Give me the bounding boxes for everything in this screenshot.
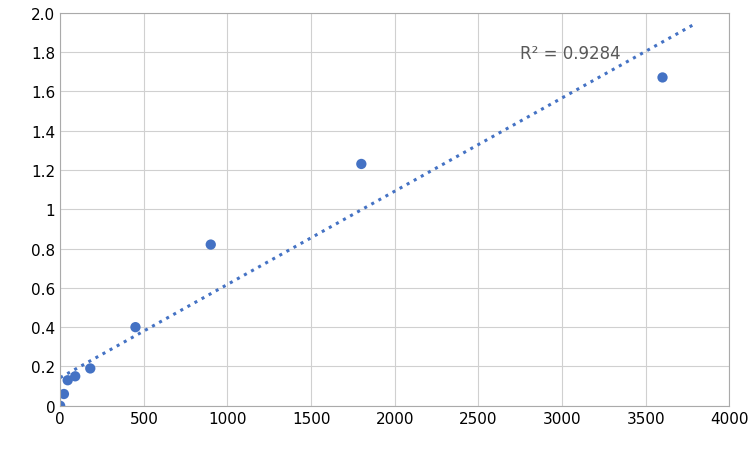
Point bbox=[62, 377, 74, 384]
Point bbox=[355, 161, 367, 168]
Point bbox=[54, 402, 66, 410]
Point bbox=[58, 391, 70, 398]
Point bbox=[84, 365, 96, 372]
Point bbox=[69, 373, 81, 380]
Point bbox=[129, 324, 141, 331]
Text: R² = 0.9284: R² = 0.9284 bbox=[520, 45, 621, 63]
Point bbox=[656, 75, 669, 82]
Point bbox=[205, 241, 217, 249]
